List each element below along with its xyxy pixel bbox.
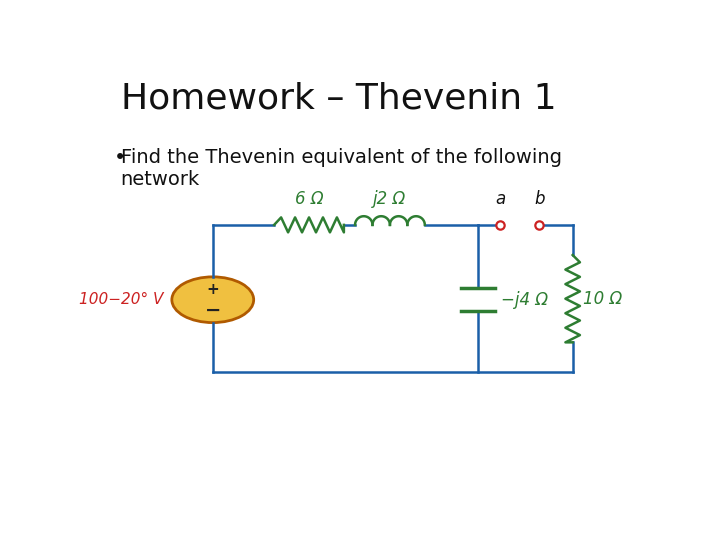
- Ellipse shape: [172, 277, 253, 322]
- Text: −: −: [204, 301, 221, 320]
- Text: a: a: [495, 190, 505, 208]
- Text: 6 Ω: 6 Ω: [294, 190, 323, 208]
- Text: b: b: [534, 190, 544, 208]
- Text: −j4 Ω: −j4 Ω: [501, 291, 549, 309]
- Text: +: +: [207, 282, 219, 297]
- Text: Find the Thevenin equivalent of the following
network: Find the Thevenin equivalent of the foll…: [121, 148, 562, 189]
- Text: j2 Ω: j2 Ω: [373, 190, 407, 208]
- Text: •: •: [114, 148, 126, 168]
- Text: Homework – Thevenin 1: Homework – Thevenin 1: [121, 82, 557, 116]
- Text: 10 Ω: 10 Ω: [582, 289, 622, 308]
- Text: 100−20° V: 100−20° V: [79, 292, 163, 307]
